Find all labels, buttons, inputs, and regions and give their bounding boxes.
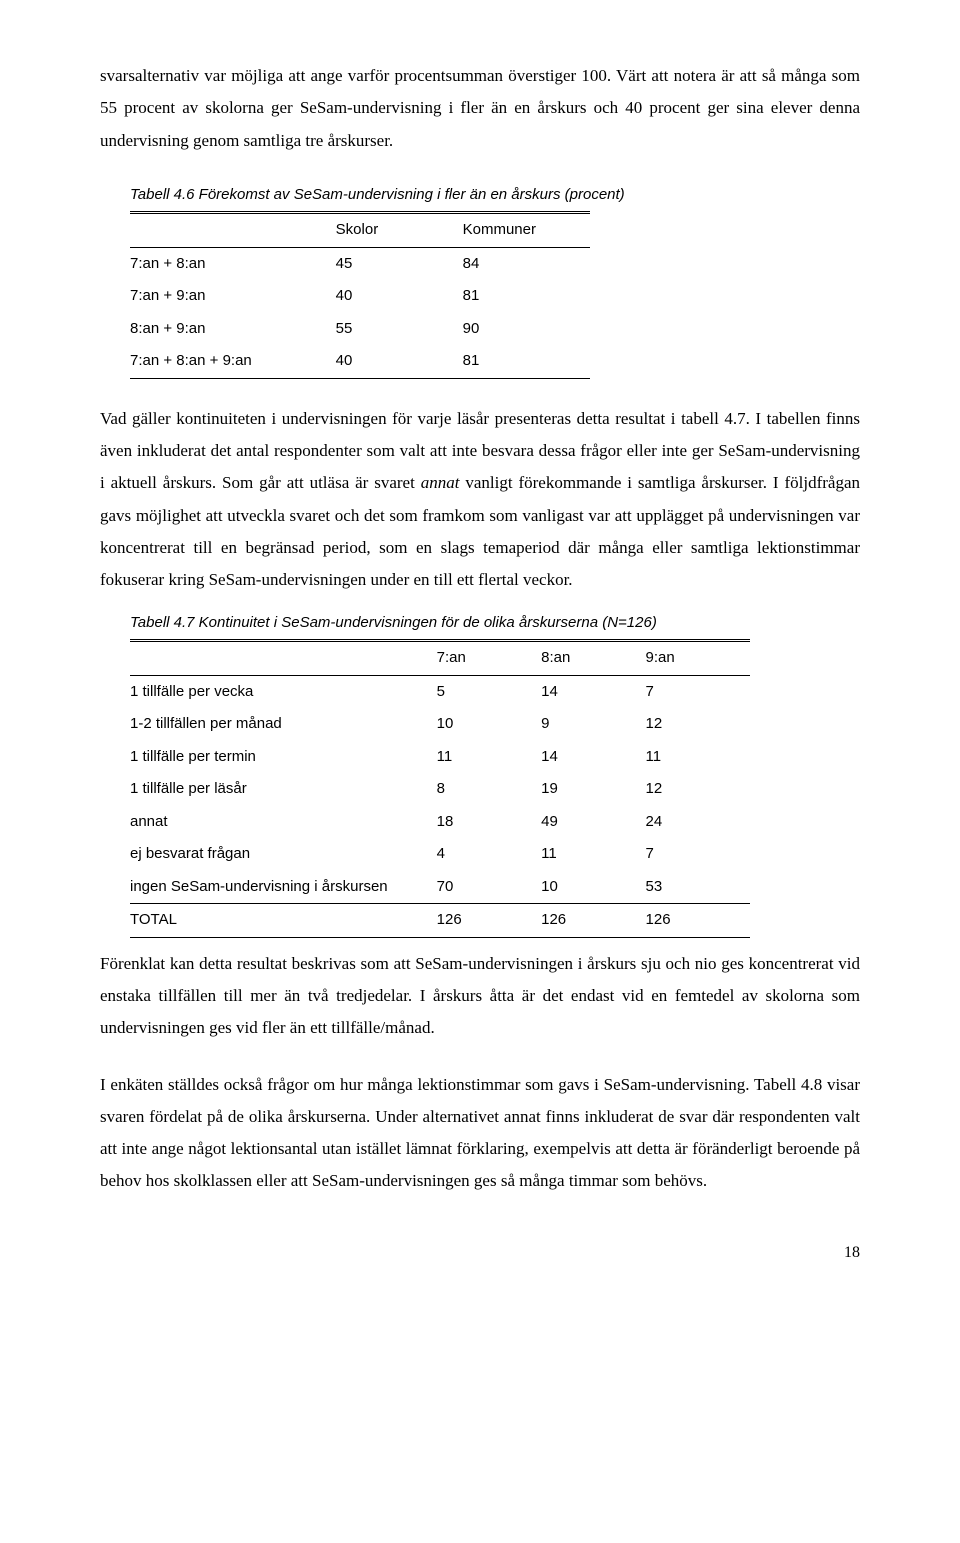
page-number: 18 — [100, 1238, 860, 1268]
cell-value: 8 — [437, 773, 541, 806]
cell-value: 70 — [437, 871, 541, 904]
cell-label: ingen SeSam-undervisning i årskursen — [130, 871, 437, 904]
table-row: annat 18 49 24 — [130, 806, 750, 839]
table-4-7-h0 — [130, 641, 437, 676]
cell-value: 7 — [646, 838, 750, 871]
table-4-7-h1: 7:an — [437, 641, 541, 676]
table-4-6-h0 — [130, 213, 336, 248]
cell-value: 12 — [646, 708, 750, 741]
table-total-row: TOTAL 126 126 126 — [130, 904, 750, 938]
cell-value: 24 — [646, 806, 750, 839]
table-4-7: 7:an 8:an 9:an 1 tillfälle per vecka 5 1… — [130, 639, 750, 938]
page-container: svarsalternativ var möjliga att ange var… — [0, 0, 960, 1308]
table-row: 1-2 tillfällen per månad 10 9 12 — [130, 708, 750, 741]
table-row: 7:an + 9:an 40 81 — [130, 280, 590, 313]
table-4-7-h2: 8:an — [541, 641, 645, 676]
cell-value: 14 — [541, 675, 645, 708]
paragraph-3: Förenklat kan detta resultat beskrivas s… — [100, 948, 860, 1045]
cell-label: annat — [130, 806, 437, 839]
cell-value: 84 — [463, 247, 590, 280]
cell-value: 126 — [541, 904, 645, 938]
cell-value: 81 — [463, 345, 590, 378]
cell-label: TOTAL — [130, 904, 437, 938]
cell-value: 45 — [336, 247, 463, 280]
cell-value: 4 — [437, 838, 541, 871]
table-4-6: Skolor Kommuner 7:an + 8:an 45 84 7:an +… — [130, 211, 590, 379]
cell-label: 1 tillfälle per läsår — [130, 773, 437, 806]
table-4-6-caption: Tabell 4.6 Förekomst av SeSam-undervisni… — [130, 181, 860, 210]
table-4-6-wrap: Tabell 4.6 Förekomst av SeSam-undervisni… — [130, 181, 860, 379]
paragraph-2-em: annat — [421, 473, 460, 492]
cell-value: 11 — [541, 838, 645, 871]
table-row: ingen SeSam-undervisning i årskursen 70 … — [130, 871, 750, 904]
table-4-7-h3: 9:an — [646, 641, 750, 676]
cell-label: 1 tillfälle per termin — [130, 741, 437, 774]
cell-value: 7 — [646, 675, 750, 708]
cell-value: 11 — [646, 741, 750, 774]
cell-value: 126 — [646, 904, 750, 938]
cell-value: 5 — [437, 675, 541, 708]
cell-label: 1-2 tillfällen per månad — [130, 708, 437, 741]
table-4-7-wrap: Tabell 4.7 Kontinuitet i SeSam-undervisn… — [130, 609, 860, 938]
cell-value: 10 — [541, 871, 645, 904]
table-row: 1 tillfälle per vecka 5 14 7 — [130, 675, 750, 708]
cell-value: 53 — [646, 871, 750, 904]
paragraph-4: I enkäten ställdes också frågor om hur m… — [100, 1069, 860, 1198]
cell-value: 12 — [646, 773, 750, 806]
cell-label: 8:an + 9:an — [130, 313, 336, 346]
cell-value: 40 — [336, 280, 463, 313]
table-4-7-caption: Tabell 4.7 Kontinuitet i SeSam-undervisn… — [130, 609, 860, 638]
paragraph-gap — [100, 1045, 860, 1069]
cell-value: 126 — [437, 904, 541, 938]
paragraph-2: Vad gäller kontinuiteten i undervisninge… — [100, 403, 860, 597]
table-4-6-header-row: Skolor Kommuner — [130, 213, 590, 248]
cell-label: 7:an + 9:an — [130, 280, 336, 313]
table-4-6-h1: Skolor — [336, 213, 463, 248]
table-4-6-h2: Kommuner — [463, 213, 590, 248]
cell-value: 10 — [437, 708, 541, 741]
table-row: 8:an + 9:an 55 90 — [130, 313, 590, 346]
cell-value: 49 — [541, 806, 645, 839]
cell-value: 11 — [437, 741, 541, 774]
cell-value: 18 — [437, 806, 541, 839]
table-row: 1 tillfälle per termin 11 14 11 — [130, 741, 750, 774]
table-row: 7:an + 8:an 45 84 — [130, 247, 590, 280]
table-row: ej besvarat frågan 4 11 7 — [130, 838, 750, 871]
cell-value: 9 — [541, 708, 645, 741]
cell-value: 40 — [336, 345, 463, 378]
cell-value: 81 — [463, 280, 590, 313]
cell-label: 7:an + 8:an — [130, 247, 336, 280]
table-row: 1 tillfälle per läsår 8 19 12 — [130, 773, 750, 806]
paragraph-1: svarsalternativ var möjliga att ange var… — [100, 60, 860, 157]
cell-value: 19 — [541, 773, 645, 806]
table-4-7-header-row: 7:an 8:an 9:an — [130, 641, 750, 676]
cell-value: 14 — [541, 741, 645, 774]
cell-value: 55 — [336, 313, 463, 346]
cell-label: 7:an + 8:an + 9:an — [130, 345, 336, 378]
table-row: 7:an + 8:an + 9:an 40 81 — [130, 345, 590, 378]
cell-label: 1 tillfälle per vecka — [130, 675, 437, 708]
cell-value: 90 — [463, 313, 590, 346]
cell-label: ej besvarat frågan — [130, 838, 437, 871]
